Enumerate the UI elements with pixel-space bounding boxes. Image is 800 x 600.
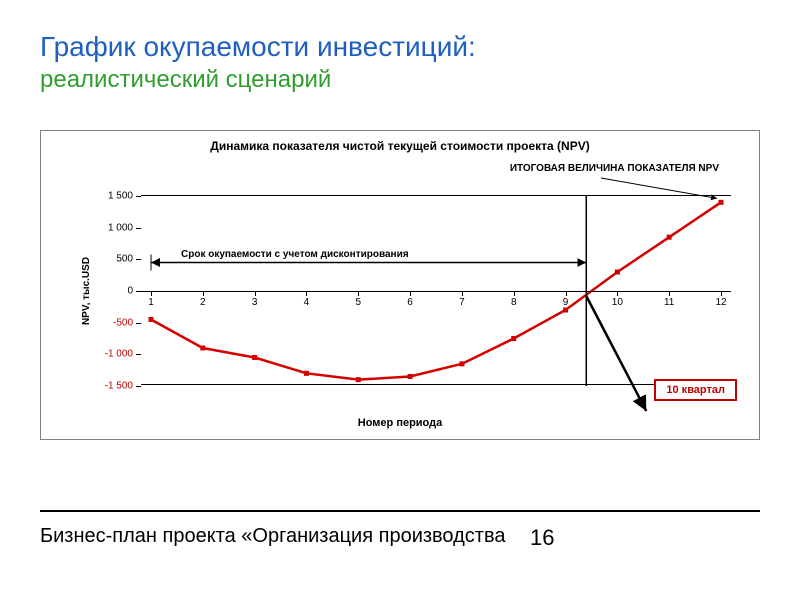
slide-title-main: График окупаемости инвестиций: xyxy=(40,30,760,64)
y-axis-label: NPV, тыс.USD xyxy=(81,257,92,325)
payback-callout: 10 квартал xyxy=(654,379,737,401)
chart-title: Динамика показателя чистой текущей стоим… xyxy=(41,139,759,153)
x-tick-label: 4 xyxy=(304,297,310,308)
footer-divider xyxy=(40,510,760,512)
npv-chart: Динамика показателя чистой текущей стоим… xyxy=(40,130,760,440)
x-tick-label: 5 xyxy=(355,297,361,308)
x-axis-label: Номер периода xyxy=(358,417,442,429)
x-tick-label: 7 xyxy=(459,297,465,308)
y-tick-label: 500 xyxy=(116,254,133,265)
x-tick-label: 9 xyxy=(563,297,569,308)
slide-title-sub: реалистический сценарий xyxy=(40,66,760,94)
x-tick-label: 8 xyxy=(511,297,517,308)
footer-text: Бизнес-план проекта «Организация произво… xyxy=(40,525,505,548)
x-tick-label: 6 xyxy=(407,297,413,308)
final-npv-annotation: ИТОГОВАЯ ВЕЛИЧИНА ПОКАЗАТЕЛЯ NPV xyxy=(510,163,719,174)
x-tick-label: 3 xyxy=(252,297,258,308)
x-tick-label: 2 xyxy=(200,297,206,308)
y-tick-label: -1 500 xyxy=(105,381,133,392)
page-number: 16 xyxy=(530,525,554,551)
plot-area: -1 500-1 000-50005001 0001 5001234567891… xyxy=(141,195,731,385)
y-tick-label: 1 500 xyxy=(108,191,133,202)
x-tick-label: 11 xyxy=(664,297,674,308)
x-tick-label: 12 xyxy=(715,297,726,308)
y-tick-label: -1 000 xyxy=(105,349,133,360)
y-tick-label: -500 xyxy=(113,317,133,328)
payback-label: Срок окупаемости с учетом дисконтировани… xyxy=(181,249,409,260)
y-tick-label: 0 xyxy=(127,286,133,297)
x-tick-label: 1 xyxy=(148,297,154,308)
y-tick-label: 1 000 xyxy=(108,222,133,233)
slide: График окупаемости инвестиций: реалистич… xyxy=(0,0,800,600)
x-tick-label: 10 xyxy=(612,297,623,308)
